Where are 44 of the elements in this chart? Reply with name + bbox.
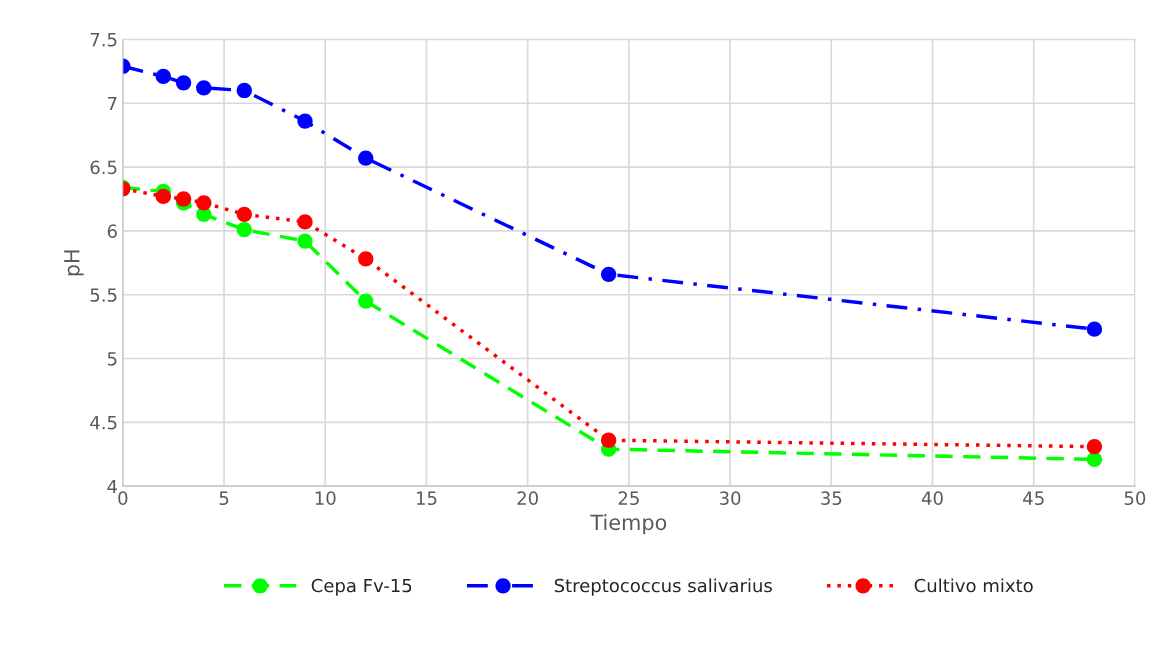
legend-label: Cultivo mixto (914, 578, 1033, 593)
x-tick-label: 25 (618, 491, 639, 506)
x-tick-label: 0 (118, 491, 128, 506)
point (358, 293, 374, 309)
y-tick-label: 6 (107, 224, 117, 239)
point (196, 80, 212, 96)
point (175, 75, 192, 91)
legend-label: Cepa Fv-15 (311, 578, 412, 596)
point (1086, 321, 1103, 337)
y-tick-label: 4 (107, 479, 117, 494)
point (1086, 451, 1103, 468)
x-tick-label: 50 (1124, 491, 1146, 506)
point (358, 251, 374, 267)
x-tick-label: 20 (517, 491, 538, 506)
y-tick-label: 6.5 (90, 160, 117, 175)
y-axis-title: pH (64, 250, 84, 276)
point (155, 68, 171, 85)
point (155, 188, 171, 205)
point (175, 191, 192, 207)
x-tick-label: 10 (315, 491, 336, 506)
y-tick-label: 4.5 (90, 416, 117, 430)
point (600, 432, 617, 448)
y-tick-label: 7 (107, 96, 117, 111)
point (297, 214, 313, 230)
point (1086, 438, 1103, 455)
x-tick-label: 30 (719, 491, 741, 506)
point (196, 195, 212, 211)
x-tick-label: 45 (1023, 491, 1044, 506)
point (236, 221, 252, 238)
x-tick-label: 15 (416, 491, 437, 506)
point (297, 233, 313, 249)
x-tick-label: 35 (821, 491, 842, 506)
y-tick-label: 7.5 (90, 33, 117, 47)
x-tick-label: 5 (219, 491, 229, 506)
point (236, 82, 252, 99)
y-tick-label: 5.5 (90, 288, 117, 302)
x-tick-label: 40 (921, 491, 943, 506)
point (236, 206, 252, 222)
x-axis-title: Tiempo (590, 514, 667, 535)
point (297, 113, 313, 129)
point (600, 266, 617, 282)
point (358, 150, 374, 166)
legend-label: Streptococcus salivarius (554, 578, 772, 596)
y-tick-label: 5 (107, 352, 117, 366)
